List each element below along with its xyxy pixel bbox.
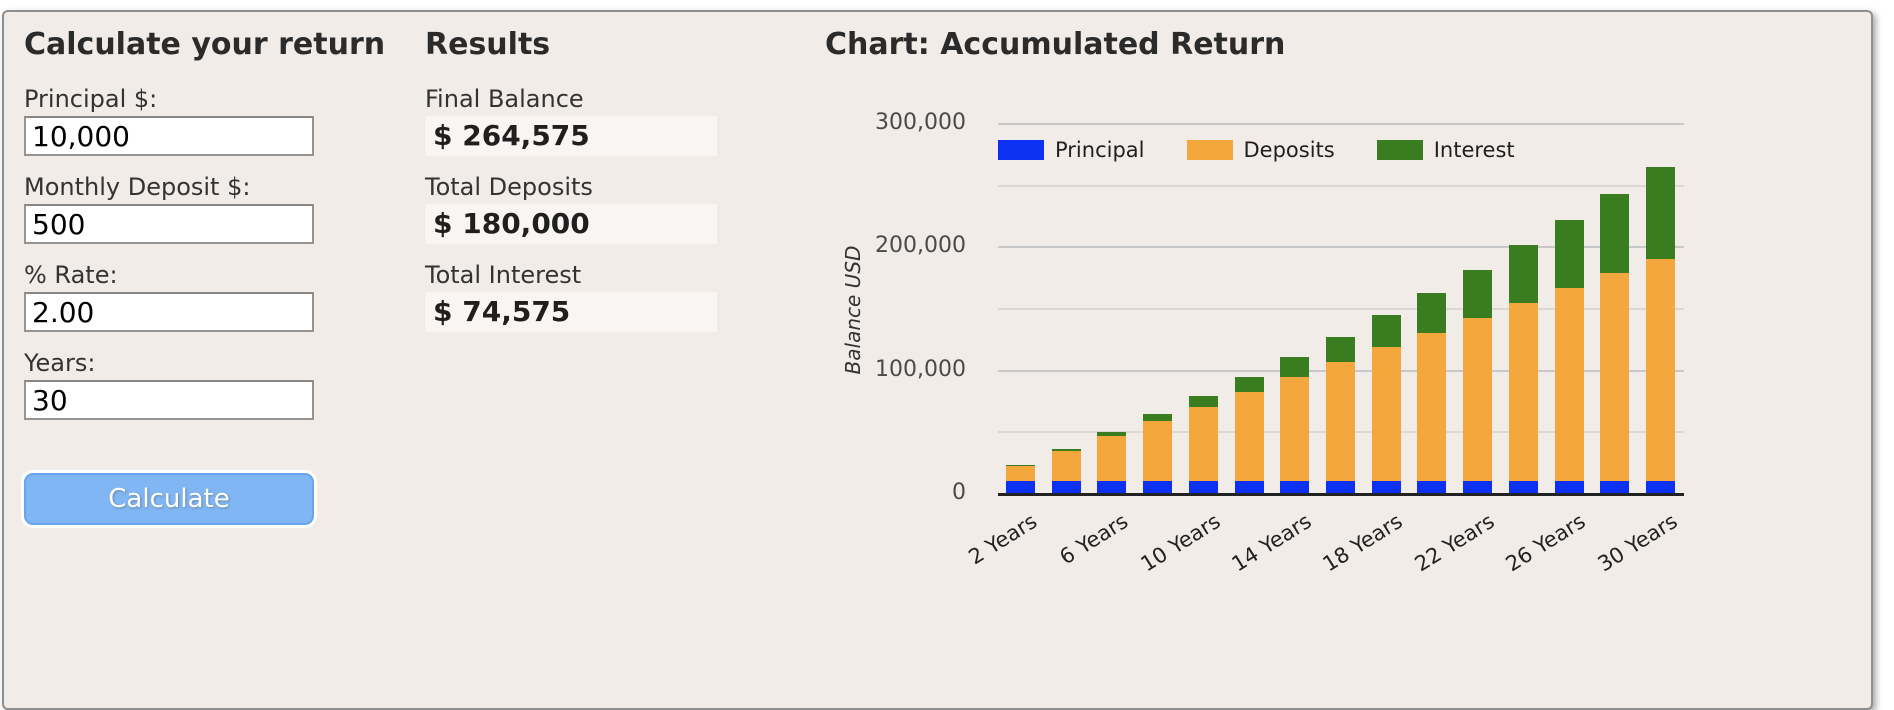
legend-swatch-interest	[1376, 140, 1423, 160]
y-axis-tick-label: 300,000	[875, 110, 966, 135]
x-axis-label: 30 Years	[1593, 509, 1682, 577]
x-axis-label: 2 Years	[964, 509, 1042, 570]
monthly-deposit-label: Monthly Deposit $:	[24, 173, 251, 201]
bar-segment-deposits-20-years	[1417, 332, 1447, 481]
total-interest-label: Total Interest	[425, 261, 582, 289]
final-balance-label: Final Balance	[425, 85, 584, 113]
y-axis-tick-label: 0	[952, 480, 966, 505]
bar-segment-interest-14-years	[1280, 357, 1310, 378]
legend-item-principal: Principal	[998, 138, 1145, 162]
monthly-deposit-input[interactable]	[24, 204, 314, 244]
calculator-section: Calculate your return Principal $: Month…	[24, 27, 386, 525]
principal-label: Principal $:	[24, 85, 158, 113]
gridline	[998, 308, 1684, 310]
bar-segment-interest-30-years	[1645, 166, 1675, 259]
legend-label: Interest	[1433, 138, 1515, 162]
bar-segment-interest-26-years	[1554, 220, 1584, 289]
bar-segment-deposits-18-years	[1371, 347, 1401, 481]
total-interest-value: $ 74,575	[425, 292, 717, 332]
bar-segment-interest-4-years	[1051, 448, 1081, 452]
bar-segment-interest-2-years	[1006, 465, 1035, 466]
y-axis-tick-label: 100,000	[875, 356, 966, 382]
legend-swatch-principal	[998, 140, 1044, 160]
bar-segment-interest-16-years	[1325, 336, 1355, 363]
years-input[interactable]	[24, 380, 314, 420]
bar-segment-principal-22-years	[1463, 480, 1493, 493]
x-axis-label: 6 Years	[1055, 509, 1133, 570]
principal-input[interactable]	[24, 116, 314, 156]
bar-segment-interest-10-years	[1188, 396, 1218, 407]
y-axis-tick-label: 200,000	[875, 233, 966, 259]
bar-segment-deposits-8-years	[1143, 421, 1173, 481]
bar-segment-principal-12-years	[1234, 480, 1264, 493]
bar-segment-deposits-12-years	[1234, 391, 1264, 481]
legend-item-deposits: Deposits	[1186, 138, 1335, 162]
legend-item-interest: Interest	[1376, 138, 1515, 162]
years-label: Years:	[24, 349, 96, 377]
rate-label: % Rate:	[24, 261, 118, 289]
bar-segment-interest-20-years	[1417, 292, 1447, 333]
bar-segment-deposits-26-years	[1554, 288, 1584, 481]
bar-segment-deposits-6-years	[1097, 436, 1127, 481]
x-axis-label: 14 Years	[1227, 509, 1316, 577]
bar-segment-interest-18-years	[1371, 315, 1401, 348]
x-axis-label: 26 Years	[1501, 509, 1590, 577]
final-balance-value: $ 264,575	[425, 116, 717, 156]
bar-segment-principal-2-years	[1006, 480, 1035, 493]
bar-segment-principal-28-years	[1600, 480, 1630, 493]
bar-segment-deposits-28-years	[1600, 273, 1630, 481]
legend-label: Principal	[1055, 138, 1145, 162]
bar-segment-principal-14-years	[1280, 480, 1310, 493]
total-deposits-label: Total Deposits	[425, 173, 593, 201]
bar-segment-interest-6-years	[1097, 431, 1127, 437]
legend-swatch-deposits	[1186, 140, 1233, 160]
gridline	[998, 246, 1684, 249]
bar-segment-principal-6-years	[1097, 480, 1127, 493]
bar-segment-deposits-10-years	[1188, 406, 1218, 481]
chart-legend: Principal Deposits Interest	[998, 138, 1557, 162]
bar-segment-deposits-16-years	[1325, 362, 1355, 481]
bar-segment-deposits-2-years	[1006, 465, 1035, 481]
bar-segment-principal-8-years	[1143, 480, 1173, 493]
x-axis-label: 22 Years	[1410, 509, 1499, 577]
bar-segment-deposits-14-years	[1280, 377, 1310, 481]
bar-segment-interest-8-years	[1143, 414, 1173, 422]
app-panel: Calculate your return Principal $: Month…	[2, 10, 1873, 710]
bar-segment-deposits-4-years	[1051, 451, 1081, 481]
bar-segment-interest-12-years	[1234, 377, 1264, 392]
bar-segment-deposits-24-years	[1508, 303, 1538, 481]
gridline	[998, 184, 1684, 187]
total-deposits-value: $ 180,000	[425, 204, 717, 244]
chart-title: Chart: Accumulated Return	[825, 27, 1286, 62]
calculate-button[interactable]: Calculate	[24, 473, 314, 525]
bar-segment-principal-30-years	[1645, 480, 1675, 493]
bar-segment-deposits-30-years	[1645, 258, 1675, 481]
results-title: Results	[425, 27, 551, 62]
x-axis-label: 18 Years	[1318, 509, 1407, 577]
bar-segment-interest-24-years	[1508, 245, 1538, 304]
calculator-title: Calculate your return	[24, 27, 386, 62]
bar-segment-principal-20-years	[1417, 480, 1447, 493]
bar-segment-principal-16-years	[1325, 480, 1355, 493]
bar-segment-principal-10-years	[1188, 480, 1218, 493]
bar-segment-principal-26-years	[1554, 480, 1584, 493]
bar-segment-principal-18-years	[1371, 480, 1401, 493]
bar-segment-interest-28-years	[1600, 193, 1630, 274]
legend-label: Deposits	[1243, 138, 1335, 162]
results-section: Results Final Balance $ 264,575 Total De…	[425, 30, 717, 332]
bar-segment-interest-22-years	[1463, 269, 1493, 318]
rate-input[interactable]	[24, 292, 314, 332]
bar-segment-principal-24-years	[1508, 480, 1538, 493]
gridline	[998, 123, 1684, 125]
chart-plot: 2 Years 6 Years 10 Years 14 Years 18 Years 22…	[965, 123, 1684, 576]
bar-segment-principal-4-years	[1051, 480, 1081, 493]
bar-segment-deposits-22-years	[1463, 317, 1493, 481]
x-axis-label: 10 Years	[1136, 509, 1225, 577]
